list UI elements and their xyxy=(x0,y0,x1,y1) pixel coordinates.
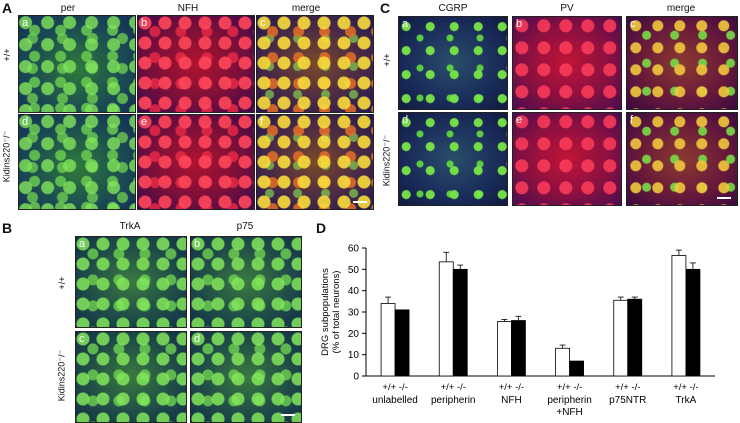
micrograph-b-p75-ko: d xyxy=(190,331,302,423)
panel-c-col-cgrp: CGRP xyxy=(438,3,468,14)
subpanel-label: b xyxy=(141,17,148,29)
micrograph-c-pv-ko: e xyxy=(512,112,622,206)
panel-a-row-ko: Kidins220⁻/⁻ xyxy=(1,130,12,183)
panel-c-letter: C xyxy=(380,0,391,16)
panel-a-col-nfh: NFH xyxy=(177,3,199,14)
micrograph-a-per-wt: a xyxy=(18,15,136,113)
micrograph-a-nfh-wt: b xyxy=(137,15,255,113)
micrograph-a-nfh-ko: e xyxy=(137,114,255,210)
category-label: peripherin +NFH xyxy=(547,395,591,418)
subpanel-label: e xyxy=(516,114,523,126)
subpanel-label: d xyxy=(194,333,201,345)
bar xyxy=(497,321,512,377)
subpanel-label: a xyxy=(79,238,86,250)
category-label: TrkA xyxy=(676,395,697,406)
subpanel-label: d xyxy=(402,114,409,126)
y-tick-label: 30 xyxy=(348,308,360,319)
micrograph-a-merge-wt: c xyxy=(256,15,374,113)
y-tick-label: 20 xyxy=(348,329,360,340)
bar xyxy=(613,299,629,377)
micrograph-b-trka-wt: a xyxy=(75,236,187,328)
subpanel-label: c xyxy=(79,333,85,345)
micrograph-b-trka-ko: c xyxy=(75,331,187,423)
bar xyxy=(511,320,526,377)
panel-d-letter: D xyxy=(316,220,327,236)
bar xyxy=(627,298,643,377)
y-tick-label: 60 xyxy=(348,244,360,255)
bar xyxy=(452,268,468,377)
y-tick-label: 0 xyxy=(353,372,359,383)
panel-a-col-merge: merge xyxy=(291,3,321,14)
micrograph-c-merge-ko: f xyxy=(626,112,738,206)
bar xyxy=(671,255,687,377)
micrograph-c-merge-wt: c xyxy=(626,16,738,110)
subpanel-label: d xyxy=(22,116,29,128)
category-label: peripherin xyxy=(431,395,475,406)
bar xyxy=(438,261,454,377)
panel-b-col-trka: TrkA xyxy=(119,221,141,232)
y-tick-label: 10 xyxy=(348,350,360,361)
category-label: NFH xyxy=(501,395,522,406)
y-tick-label: 50 xyxy=(348,265,360,276)
y-tick-label: 40 xyxy=(348,286,360,297)
scale-bar xyxy=(717,197,731,199)
subpanel-label: f xyxy=(630,114,634,126)
category-label: p75NTR xyxy=(609,395,646,406)
panel-a-col-per: per xyxy=(60,3,76,14)
subpanel-label: c xyxy=(260,17,266,29)
genotype-label: +/+ -/- xyxy=(673,382,698,393)
scale-bar xyxy=(353,201,367,203)
genotype-label: +/+ -/- xyxy=(557,382,582,393)
micrograph-b-p75-wt: b xyxy=(190,236,302,328)
bar xyxy=(685,268,701,377)
y-axis-label: DRG subpopulations(% of total neurons) xyxy=(320,268,342,356)
subpanel-label: b xyxy=(516,18,523,30)
panel-c-row-ko: Kidins220⁻/⁻ xyxy=(381,134,392,187)
bar xyxy=(569,360,584,377)
panel-b-row-ko: Kidins220⁻/⁻ xyxy=(56,349,67,402)
micrograph-c-cgrp-wt: a xyxy=(398,16,508,110)
panel-b-col-p75: p75 xyxy=(236,221,254,232)
panel-c-col-pv: PV xyxy=(560,3,574,14)
panel-b-letter: B xyxy=(2,220,13,236)
genotype-label: +/+ -/- xyxy=(615,382,640,393)
scale-bar xyxy=(281,414,295,416)
bar xyxy=(380,303,396,377)
micrograph-a-merge-ko: f xyxy=(256,114,374,210)
genotype-label: +/+ -/- xyxy=(382,382,407,393)
panel-a-row-wt: +/+ xyxy=(2,48,12,62)
genotype-label: +/+ -/- xyxy=(441,382,466,393)
subpanel-label: a xyxy=(402,18,409,30)
subpanel-label: c xyxy=(630,18,636,30)
panel-a-letter: A xyxy=(2,0,13,16)
panel-c-col-merge: merge xyxy=(666,3,696,14)
bar xyxy=(394,309,410,377)
genotype-label: +/+ -/- xyxy=(499,382,524,393)
micrograph-c-cgrp-ko: d xyxy=(398,112,508,206)
micrograph-a-per-ko: d xyxy=(18,114,136,210)
micrograph-c-pv-wt: b xyxy=(512,16,622,110)
bar xyxy=(555,347,570,377)
bar-chart: 0 10 20 30 40 50 60 DRG subpopulations(% of tot… xyxy=(320,244,715,418)
subpanel-label: f xyxy=(260,116,264,128)
subpanel-label: b xyxy=(194,238,201,250)
subpanel-label: e xyxy=(141,116,148,128)
panel-c-row-wt: +/+ xyxy=(382,53,392,67)
panel-b-row-wt: +/+ xyxy=(57,276,67,290)
category-label: unlabelled xyxy=(372,395,418,406)
subpanel-label: a xyxy=(22,17,29,29)
